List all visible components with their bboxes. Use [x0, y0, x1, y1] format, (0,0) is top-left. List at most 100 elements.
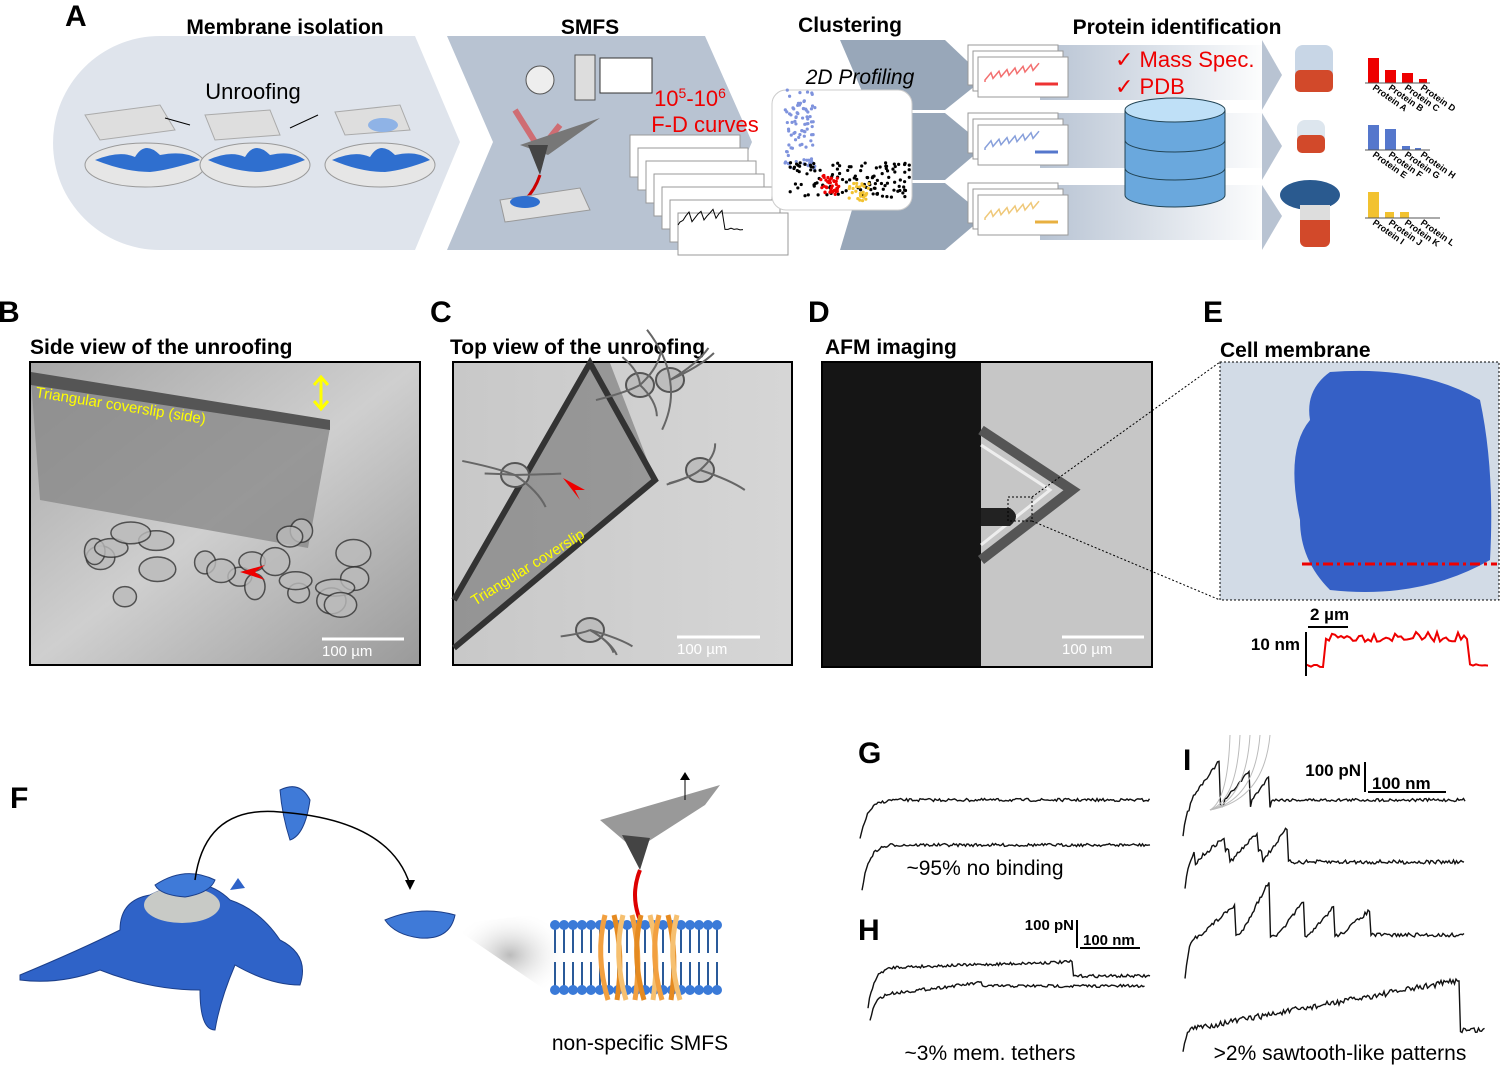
panel-c: C Top view of the unroofing Triangular c…: [430, 296, 793, 666]
cluster-point: [864, 193, 868, 197]
curve-trace: [984, 200, 1040, 220]
cluster-point: [844, 189, 848, 193]
helix: [670, 914, 683, 1001]
cluster-point: [863, 161, 867, 165]
panel-b: B Side view of the unroofing Triangular …: [0, 296, 421, 666]
neurite: [462, 459, 516, 476]
cluster-point: [874, 166, 878, 170]
cluster-point: [783, 108, 787, 112]
neurite: [699, 443, 717, 471]
cluster-point: [801, 116, 805, 120]
cluster-point: [810, 91, 814, 95]
cell: [206, 558, 237, 584]
lipid-head: [568, 985, 578, 995]
force-trace: [869, 980, 1145, 1021]
cluster-point: [809, 120, 814, 124]
cluster-point: [880, 172, 884, 176]
cluster-point: [833, 192, 837, 197]
cluster-point: [846, 168, 850, 173]
panel-g: G ~95% no binding: [858, 737, 1064, 880]
cluster-point: [819, 178, 823, 182]
cluster-point: [902, 162, 907, 167]
cluster-point: [873, 182, 877, 186]
tip: [622, 835, 650, 870]
force-trace: [861, 842, 1151, 891]
cluster-point: [896, 189, 900, 193]
cluster-point: [793, 138, 798, 142]
neurite: [514, 474, 547, 508]
text: 6: [718, 85, 726, 101]
cell: [335, 538, 372, 568]
cluster-point: [840, 190, 845, 195]
check-item: ✓ Mass Spec.: [1115, 47, 1254, 72]
neurite: [589, 629, 618, 656]
arrow: [312, 374, 330, 412]
cluster-point: [847, 186, 851, 191]
cluster-point: [835, 167, 840, 171]
neurite: [668, 469, 701, 485]
cluster-point: [838, 164, 842, 168]
cluster-point: [803, 130, 807, 134]
lipid-head: [604, 920, 614, 930]
cluster-point: [885, 169, 890, 173]
cluster-point: [864, 197, 868, 201]
check-item: ✓ PDB: [1115, 74, 1185, 99]
panel-d: D AFM imaging 100 µm: [808, 296, 1221, 668]
cluster-point: [862, 184, 866, 188]
cluster-point: [797, 135, 801, 140]
cluster-point: [898, 178, 902, 182]
text: -10: [686, 86, 718, 111]
force-trace: [1182, 977, 1485, 1052]
neurite: [661, 379, 673, 431]
cluster-point: [786, 127, 791, 131]
cluster-point: [792, 107, 796, 111]
force-trace: [1184, 882, 1465, 979]
cluster-point: [826, 175, 830, 180]
lipid-head: [703, 920, 713, 930]
cluster-point: [832, 188, 836, 193]
cluster-point: [818, 168, 822, 172]
arrowhead: [563, 478, 585, 500]
force-trace: [1182, 760, 1466, 837]
cluster-point: [893, 180, 897, 184]
neurite: [514, 472, 562, 476]
cluster-point: [907, 175, 911, 179]
cluster-point: [809, 164, 813, 169]
coverslip-edge: [31, 372, 330, 430]
arrow: [1262, 185, 1282, 250]
cluster-point: [850, 191, 854, 195]
arrowhead: [405, 880, 415, 890]
cluster-point: [796, 101, 801, 105]
cell: [138, 556, 177, 583]
cluster-point: [880, 194, 885, 198]
scale-label: 100 nm: [1372, 774, 1431, 793]
cluster-point: [789, 133, 793, 137]
cluster-point: [802, 99, 806, 103]
cluster-point: [835, 189, 839, 193]
arrowhead: [680, 772, 690, 780]
panel-label: F: [10, 782, 28, 815]
cluster-point: [806, 110, 810, 114]
cluster-point: [809, 107, 814, 111]
cluster-point: [810, 104, 815, 108]
cluster-point: [809, 139, 813, 143]
helix: [634, 914, 647, 1001]
lipid-head: [685, 985, 695, 995]
cluster-point: [866, 186, 870, 190]
cluster-point: [806, 117, 810, 121]
cluster-point: [881, 187, 885, 191]
cluster-point: [790, 120, 794, 124]
cluster-point: [803, 162, 807, 166]
cluster-point: [792, 166, 796, 171]
lipid-bilayer: [550, 914, 722, 1001]
cells: [462, 329, 746, 656]
caption: ~95% no binding: [906, 857, 1063, 880]
cluster-point: [892, 162, 896, 166]
neurite: [589, 629, 633, 648]
cluster-point: [834, 182, 838, 186]
cluster-point: [802, 158, 806, 162]
cluster-point: [785, 88, 789, 92]
cluster-point: [878, 165, 882, 169]
cluster-point: [897, 184, 901, 188]
